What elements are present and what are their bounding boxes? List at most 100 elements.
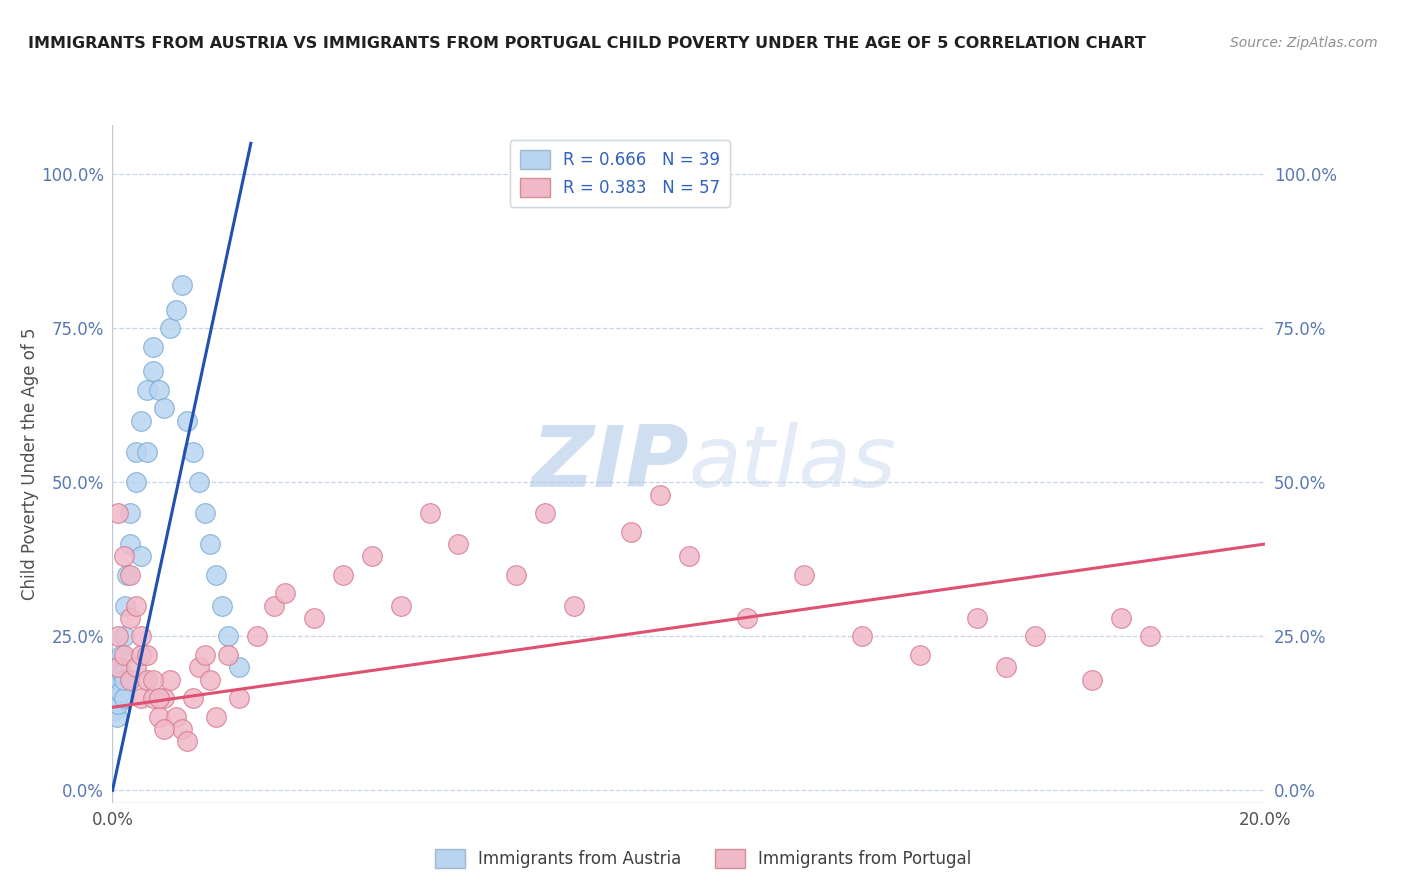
Point	[107, 697, 129, 711]
Point	[419, 506, 441, 520]
Point	[129, 414, 153, 428]
Point	[107, 629, 129, 643]
Point	[678, 549, 700, 564]
Point	[170, 278, 193, 293]
Point	[118, 506, 141, 520]
Point	[129, 629, 153, 643]
Point	[1081, 673, 1104, 687]
Point	[735, 611, 758, 625]
Point	[228, 660, 250, 674]
Point	[188, 660, 211, 674]
Point	[129, 691, 153, 706]
Point	[107, 679, 129, 693]
Point	[793, 567, 815, 582]
Point	[228, 691, 250, 706]
Point	[181, 444, 204, 458]
Point	[108, 673, 131, 687]
Point	[136, 383, 159, 397]
Point	[107, 660, 129, 674]
Point	[165, 302, 187, 317]
Point	[263, 599, 285, 613]
Point	[562, 599, 585, 613]
Text: atlas: atlas	[689, 422, 897, 506]
Point	[389, 599, 412, 613]
Point	[1139, 629, 1161, 643]
Point	[107, 660, 129, 674]
Point	[118, 567, 141, 582]
Point	[153, 691, 176, 706]
Point	[108, 685, 131, 699]
Point	[136, 444, 159, 458]
Point	[124, 475, 146, 490]
Point	[194, 648, 217, 662]
Point	[124, 660, 146, 674]
Point	[159, 673, 181, 687]
Point	[112, 673, 135, 687]
Point	[112, 629, 135, 643]
Point	[104, 703, 127, 717]
Point	[129, 648, 153, 662]
Point	[1024, 629, 1046, 643]
Point	[129, 549, 153, 564]
Point	[124, 599, 146, 613]
Text: ZIP: ZIP	[531, 422, 689, 506]
Point	[188, 475, 211, 490]
Point	[142, 364, 165, 378]
Point	[176, 734, 198, 748]
Point	[176, 414, 198, 428]
Point	[111, 666, 134, 681]
Point	[360, 549, 382, 564]
Point	[114, 599, 136, 613]
Point	[159, 321, 181, 335]
Point	[995, 660, 1018, 674]
Text: IMMIGRANTS FROM AUSTRIA VS IMMIGRANTS FROM PORTUGAL CHILD POVERTY UNDER THE AGE : IMMIGRANTS FROM AUSTRIA VS IMMIGRANTS FR…	[28, 36, 1146, 51]
Point	[217, 648, 239, 662]
Point	[110, 648, 132, 662]
Point	[851, 629, 873, 643]
Point	[148, 383, 170, 397]
Point	[118, 673, 141, 687]
Point	[107, 506, 129, 520]
Point	[211, 599, 233, 613]
Point	[620, 524, 643, 539]
Point	[194, 506, 217, 520]
Point	[105, 709, 128, 723]
Point	[245, 629, 267, 643]
Point	[165, 709, 187, 723]
Legend: R = 0.666   N = 39, R = 0.383   N = 57: R = 0.666 N = 39, R = 0.383 N = 57	[509, 140, 730, 207]
Point	[118, 611, 141, 625]
Point	[148, 709, 170, 723]
Point	[104, 691, 127, 706]
Point	[136, 673, 159, 687]
Point	[908, 648, 931, 662]
Text: Source: ZipAtlas.com: Source: ZipAtlas.com	[1230, 36, 1378, 50]
Point	[112, 648, 135, 662]
Point	[533, 506, 555, 520]
Point	[112, 691, 135, 706]
Y-axis label: Child Poverty Under the Age of 5: Child Poverty Under the Age of 5	[21, 327, 39, 600]
Point	[200, 537, 222, 551]
Point	[170, 722, 193, 736]
Point	[153, 401, 176, 416]
Legend: Immigrants from Austria, Immigrants from Portugal: Immigrants from Austria, Immigrants from…	[427, 842, 979, 875]
Point	[136, 648, 159, 662]
Point	[447, 537, 470, 551]
Point	[966, 611, 988, 625]
Point	[153, 722, 176, 736]
Point	[142, 340, 165, 354]
Point	[115, 567, 138, 582]
Point	[200, 673, 222, 687]
Point	[142, 691, 165, 706]
Point	[142, 673, 165, 687]
Point	[1111, 611, 1133, 625]
Point	[112, 549, 135, 564]
Point	[205, 567, 228, 582]
Point	[217, 629, 239, 643]
Point	[124, 444, 146, 458]
Point	[332, 567, 354, 582]
Point	[648, 488, 672, 502]
Point	[118, 537, 141, 551]
Point	[181, 691, 204, 706]
Point	[274, 586, 297, 600]
Point	[304, 611, 326, 625]
